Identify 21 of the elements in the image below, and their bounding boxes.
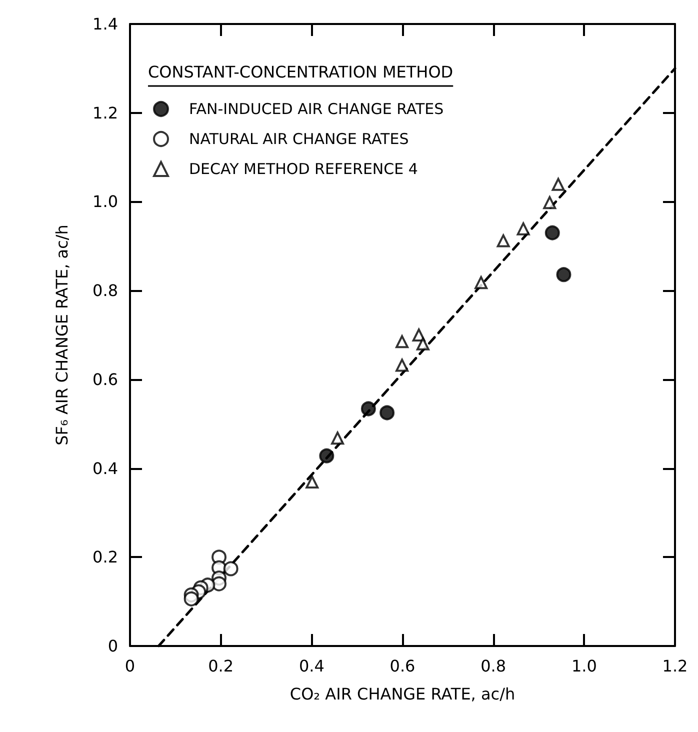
x-tick-label: 0.2 [208,656,234,676]
x-tick-label: 1.0 [571,656,597,676]
x-tick-label: 0.8 [480,656,506,676]
legend-label: DECAY METHOD REFERENCE 4 [189,160,418,178]
y-tick-label: 1.0 [92,192,118,212]
x-tick-label: 0 [124,656,136,676]
y-tick-label: 0.6 [92,370,118,389]
y-tick-label: 1.4 [92,14,118,34]
y-axis-title: SF₆ AIR CHANGE RATE, ac/h [52,224,72,446]
y-tick-label: 0.4 [92,458,118,478]
y-tick-label: 0 [108,636,118,656]
x-tick-label: 0.4 [298,656,324,676]
x-axis-title: CO₂ AIR CHANGE RATE, ac/h [290,684,516,704]
y-tick-label: 0.2 [92,548,118,567]
y-tick-label: 0.8 [92,281,118,300]
x-tick-label: 0.6 [390,656,416,676]
y-tick-label: 1.2 [92,103,118,122]
legend-title: CONSTANT-CONCENTRATION METHOD [148,62,454,82]
x-tick-label: 1.2 [662,656,688,676]
legend-label: NATURAL AIR CHANGE RATES [189,130,409,148]
legend-label: FAN-INDUCED AIR CHANGE RATES [189,100,444,118]
